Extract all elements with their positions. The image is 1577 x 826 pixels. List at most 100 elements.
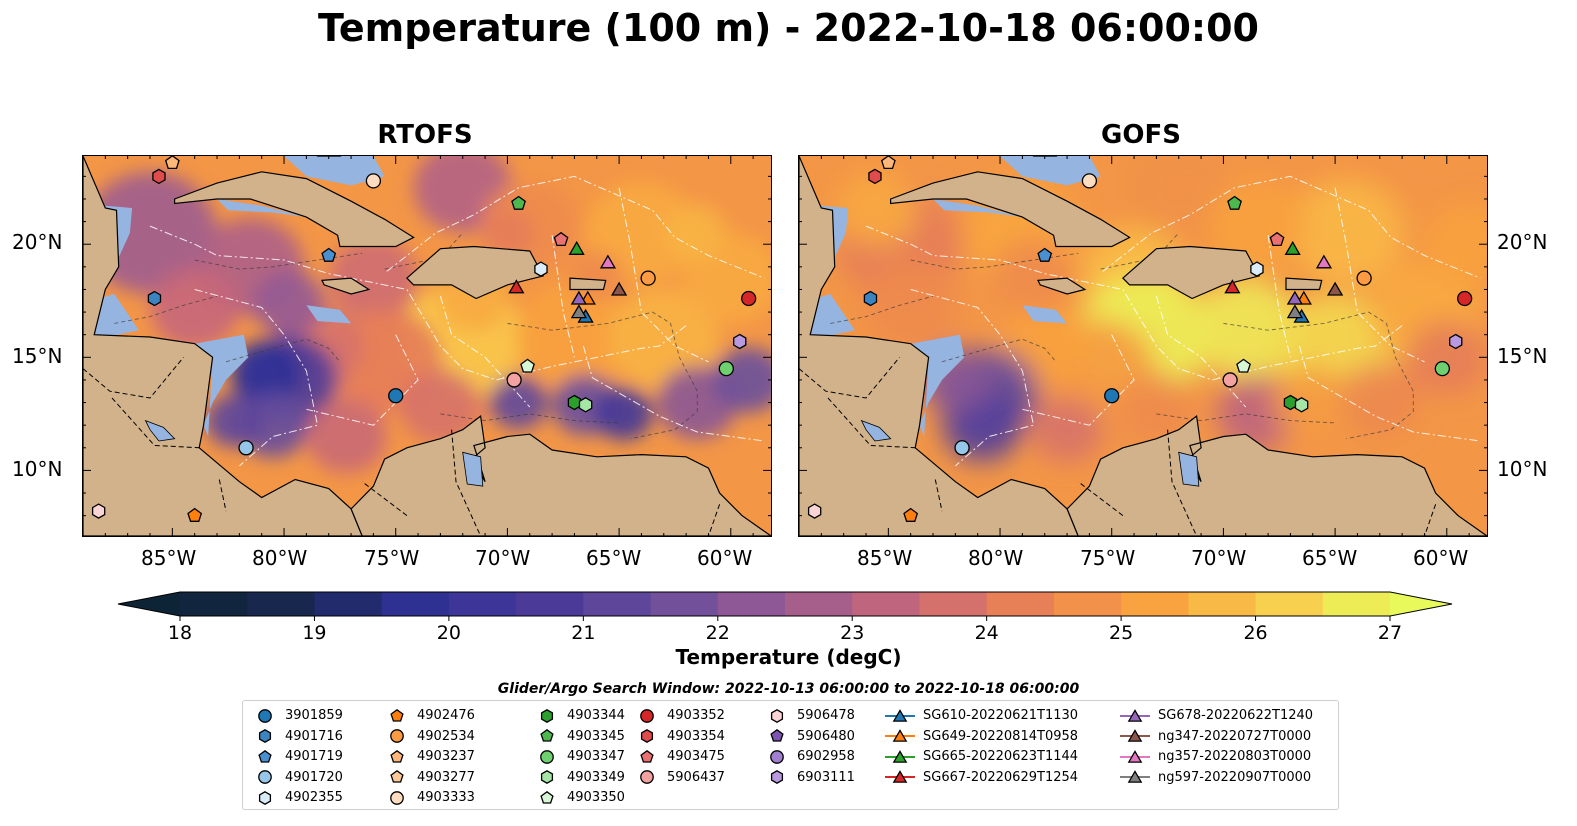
lon-tick-label: 65°W — [1302, 546, 1358, 570]
lon-tick-label: 85°W — [141, 546, 197, 570]
bathymetry-contour — [910, 252, 1079, 270]
colorbar-label: Temperature (degC) — [675, 645, 902, 669]
colorbar-bin — [852, 592, 920, 616]
legend-marker-icon — [770, 749, 784, 764]
legend-item: SG667-20220629T1254 — [883, 768, 1078, 787]
marker-4903354 — [152, 168, 166, 185]
marker-ng357-20220803T0000 — [1315, 254, 1333, 269]
colorbar-bin — [1053, 592, 1122, 616]
bathymetry-contour — [194, 252, 363, 270]
colorbar-extend-max — [1390, 592, 1452, 616]
legend-item: 4902534 — [383, 727, 475, 746]
marker-3901859 — [388, 388, 404, 404]
temperature-field — [836, 156, 1487, 463]
axis-ticks — [799, 156, 1487, 536]
marker-6903111 — [1449, 333, 1463, 350]
marker-3901859 — [1104, 388, 1120, 404]
marker-5906478 — [91, 503, 106, 519]
land-south-america — [350, 415, 771, 536]
axis-ticks — [83, 156, 771, 536]
legend-marker-icon — [258, 708, 272, 723]
panel-title-gofs: GOFS — [1101, 120, 1181, 150]
marker-5906437 — [1222, 372, 1238, 388]
legend-item: 4903333 — [383, 788, 475, 807]
marker-4902476 — [903, 507, 919, 522]
lake-nicaragua — [144, 419, 176, 442]
legend-label: 4901716 — [285, 728, 343, 744]
marker-4901716 — [147, 290, 162, 307]
colorbar-bin — [785, 592, 853, 616]
country-border — [361, 481, 408, 516]
legend-label: 4903352 — [667, 708, 725, 723]
legend-label: 6902958 — [797, 749, 855, 764]
eez-boundary — [149, 225, 687, 381]
legend-label: SG610-20220621T1130 — [923, 708, 1079, 723]
legend-label: 6903111 — [797, 769, 855, 785]
legend-label: 4903344 — [567, 708, 625, 723]
country-border — [218, 479, 227, 512]
marker-4903349 — [578, 397, 593, 413]
legend-label: SG678-20220622T1240 — [1158, 708, 1314, 723]
legend-marker-icon — [640, 708, 654, 723]
legend-item: 5906480 — [763, 727, 855, 746]
legend-item: 6903111 — [763, 768, 855, 787]
land-south-america — [1066, 415, 1487, 536]
colorbar-tick-label: 25 — [1109, 622, 1133, 644]
eez-boundary — [582, 345, 765, 442]
legend-marker-icon — [390, 769, 404, 783]
colorbar-bin — [986, 592, 1055, 616]
lat-tick-label: 10°N — [1497, 457, 1548, 481]
shelf-jamaica-bank — [306, 305, 352, 324]
colorbar-bin — [717, 592, 786, 616]
marker-4903344 — [1283, 394, 1298, 411]
legend-marker-icon — [770, 708, 784, 723]
legend-item: 4902355 — [251, 788, 343, 807]
panel-title-rtofs: RTOFS — [377, 120, 473, 150]
marker-4903237 — [164, 154, 180, 170]
legend-label: 4903277 — [417, 769, 475, 785]
legend-item: SG678-20220622T1240 — [1118, 706, 1313, 725]
bathymetry-contour — [507, 311, 698, 440]
legend-item: 4903237 — [383, 747, 475, 766]
lon-tick-label: 80°W — [252, 546, 308, 570]
legend-marker-icon — [258, 770, 272, 784]
marker-6903111 — [733, 333, 747, 350]
colorbar-bin — [381, 592, 450, 616]
lat-tick-label: 15°N — [1497, 344, 1548, 368]
shelf-bahamas-bank — [1000, 156, 1101, 186]
map-gofs[interactable] — [798, 154, 1488, 537]
country-border — [1167, 429, 1198, 536]
land-puerto-rico — [1285, 277, 1323, 291]
legend-marker-icon — [1120, 749, 1150, 763]
legend-marker-icon — [1120, 729, 1150, 742]
legend-label: 5906437 — [667, 769, 725, 785]
shelf-cuba-south-shelf — [217, 199, 307, 218]
map-canvas-rtofs — [83, 154, 771, 536]
bathymetry-contour — [440, 413, 620, 424]
legend-marker-icon — [885, 770, 915, 783]
colorbar-tick-label: 27 — [1378, 622, 1402, 644]
legend-label: ng357-20220803T0000 — [1158, 749, 1312, 764]
map-rtofs[interactable] — [82, 154, 772, 537]
legend-marker-icon — [885, 749, 915, 763]
legend-marker-icon — [640, 749, 654, 763]
land-cuba — [173, 171, 415, 248]
country-border — [708, 504, 721, 536]
legend-item: 4903349 — [533, 768, 625, 787]
country-border — [1424, 504, 1437, 536]
marker-4903349 — [1294, 397, 1309, 413]
colorbar-tick-label: 21 — [571, 622, 595, 644]
eez-boundary — [551, 235, 575, 358]
eez-boundary — [386, 175, 765, 279]
lon-tick-label: 75°W — [364, 546, 420, 570]
legend-label: 4902534 — [417, 728, 475, 744]
legend-item: ng357-20220803T0000 — [1118, 747, 1311, 766]
legend-item: 3901859 — [251, 706, 343, 725]
eez-boundary — [1102, 175, 1481, 279]
eez-boundary — [1334, 187, 1425, 363]
legend-label: 4901720 — [285, 769, 343, 785]
marker-4903350 — [520, 358, 535, 373]
legend-marker-icon — [540, 708, 554, 723]
marker-SG678-20220622T1240 — [570, 290, 588, 305]
land-hispaniola — [406, 245, 545, 300]
